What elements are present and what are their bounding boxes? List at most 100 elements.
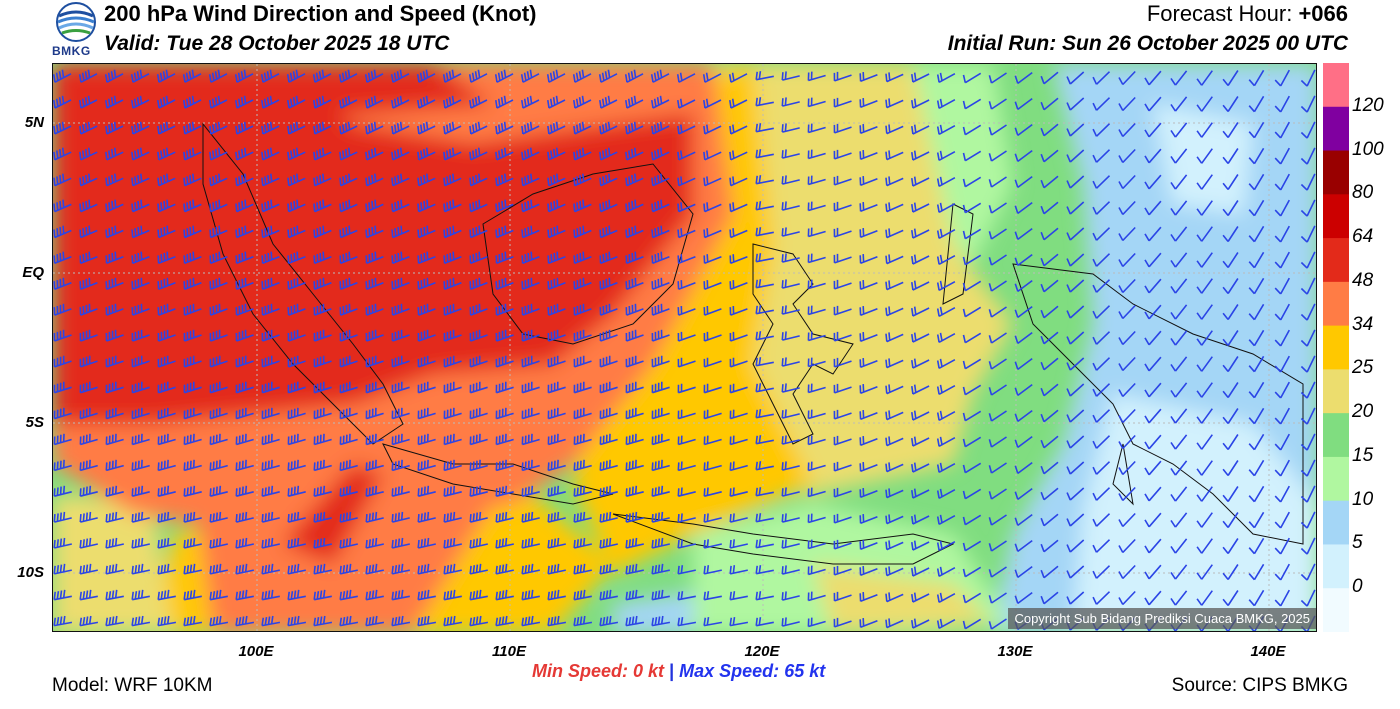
wind-barb [183, 511, 202, 523]
wind-barb [833, 279, 852, 290]
wind-barb [79, 225, 98, 239]
wind-barb [1144, 200, 1162, 216]
wind-barb [1274, 147, 1291, 165]
wind-barb [781, 539, 800, 549]
wind-barb [703, 435, 722, 446]
wind-barb [443, 485, 462, 497]
wind-barb [1300, 251, 1316, 269]
wind-barb [962, 150, 982, 162]
wind-barb [261, 355, 280, 368]
wind-barb [313, 381, 332, 394]
wind-barb [1248, 251, 1265, 269]
wind-barb [131, 511, 150, 523]
wind-barb [417, 147, 436, 161]
wind-barb [936, 566, 956, 578]
wind-barb [391, 615, 411, 627]
wind-barb [703, 357, 722, 368]
wind-barb [677, 202, 696, 213]
wind-barb [599, 589, 618, 601]
wind-barb [183, 355, 202, 368]
wind-barb [495, 563, 514, 575]
wind-barb [1196, 382, 1213, 398]
wind-barb [1040, 149, 1059, 163]
wind-barb [365, 147, 384, 161]
wind-barb [859, 332, 878, 343]
wind-barb [365, 511, 384, 523]
wind-barb [1014, 461, 1033, 475]
wind-barb [1274, 173, 1291, 191]
wind-barb [287, 485, 306, 497]
wind-barb [885, 540, 904, 551]
wind-barb [781, 409, 800, 419]
wind-barb [469, 303, 488, 316]
wind-barb [1300, 225, 1316, 243]
wind-barb [599, 225, 618, 239]
wind-barb [131, 251, 150, 265]
wind-barb [1222, 460, 1239, 477]
wind-barb [235, 511, 254, 523]
wind-barb [495, 303, 514, 316]
wind-barb [625, 511, 644, 523]
wind-barb [235, 459, 254, 472]
wind-barb [807, 97, 826, 108]
wind-barb [1170, 434, 1188, 450]
wind-barb [1040, 409, 1059, 423]
wind-barb [1196, 460, 1213, 476]
wind-barb [988, 436, 1007, 448]
wind-barb [1274, 329, 1291, 347]
wind-barb [1040, 565, 1059, 579]
wind-barb [495, 537, 514, 549]
wind-barb [209, 121, 228, 135]
wind-barb [443, 355, 462, 368]
wind-barb [209, 303, 228, 316]
wind-barb [729, 357, 748, 368]
wind-barb [755, 565, 774, 575]
wind-barb [209, 95, 228, 109]
wind-barb [131, 355, 150, 368]
wind-barb [729, 487, 748, 497]
wind-barb [729, 228, 748, 239]
wind-barb [131, 199, 150, 213]
wind-barb [443, 537, 462, 549]
wind-barb [755, 513, 774, 523]
wind-barb [157, 381, 176, 394]
wind-barb [988, 228, 1007, 240]
wind-barb [1248, 121, 1265, 139]
wind-barb [261, 537, 280, 549]
wind-barb [807, 175, 826, 186]
wind-barb [1040, 461, 1059, 475]
wind-barb [157, 537, 176, 549]
wind-barb [183, 407, 202, 420]
wind-barb [911, 462, 930, 473]
colorbar-label: 5 [1352, 532, 1363, 554]
colorbar-swatch [1323, 500, 1349, 545]
wind-barb [936, 98, 956, 110]
wind-barb [859, 618, 878, 629]
wind-barb [651, 563, 670, 575]
wind-barb [1196, 200, 1213, 216]
wind-barb [183, 381, 202, 394]
wind-barb [911, 228, 930, 239]
wind-barb [1222, 304, 1239, 321]
wind-barb [1092, 435, 1111, 449]
wind-barb [495, 589, 514, 601]
wind-barb [807, 617, 826, 628]
wind-barb [547, 563, 566, 575]
wind-barb [235, 485, 254, 497]
wind-barb [781, 383, 800, 393]
wind-barb [183, 173, 202, 187]
wind-barb [703, 565, 722, 575]
wind-barb [521, 407, 540, 420]
wind-barb [183, 615, 203, 627]
wind-barb [1118, 330, 1136, 346]
wind-barb [104, 69, 124, 83]
wind-barb [339, 95, 358, 109]
wind-barb [962, 592, 982, 604]
wind-barb [885, 384, 904, 395]
wind-barb [469, 147, 488, 161]
wind-barb [234, 69, 254, 83]
wind-barb [807, 513, 826, 524]
wind-barb [833, 253, 852, 264]
wind-barb [131, 121, 150, 135]
wind-barb [313, 277, 332, 290]
